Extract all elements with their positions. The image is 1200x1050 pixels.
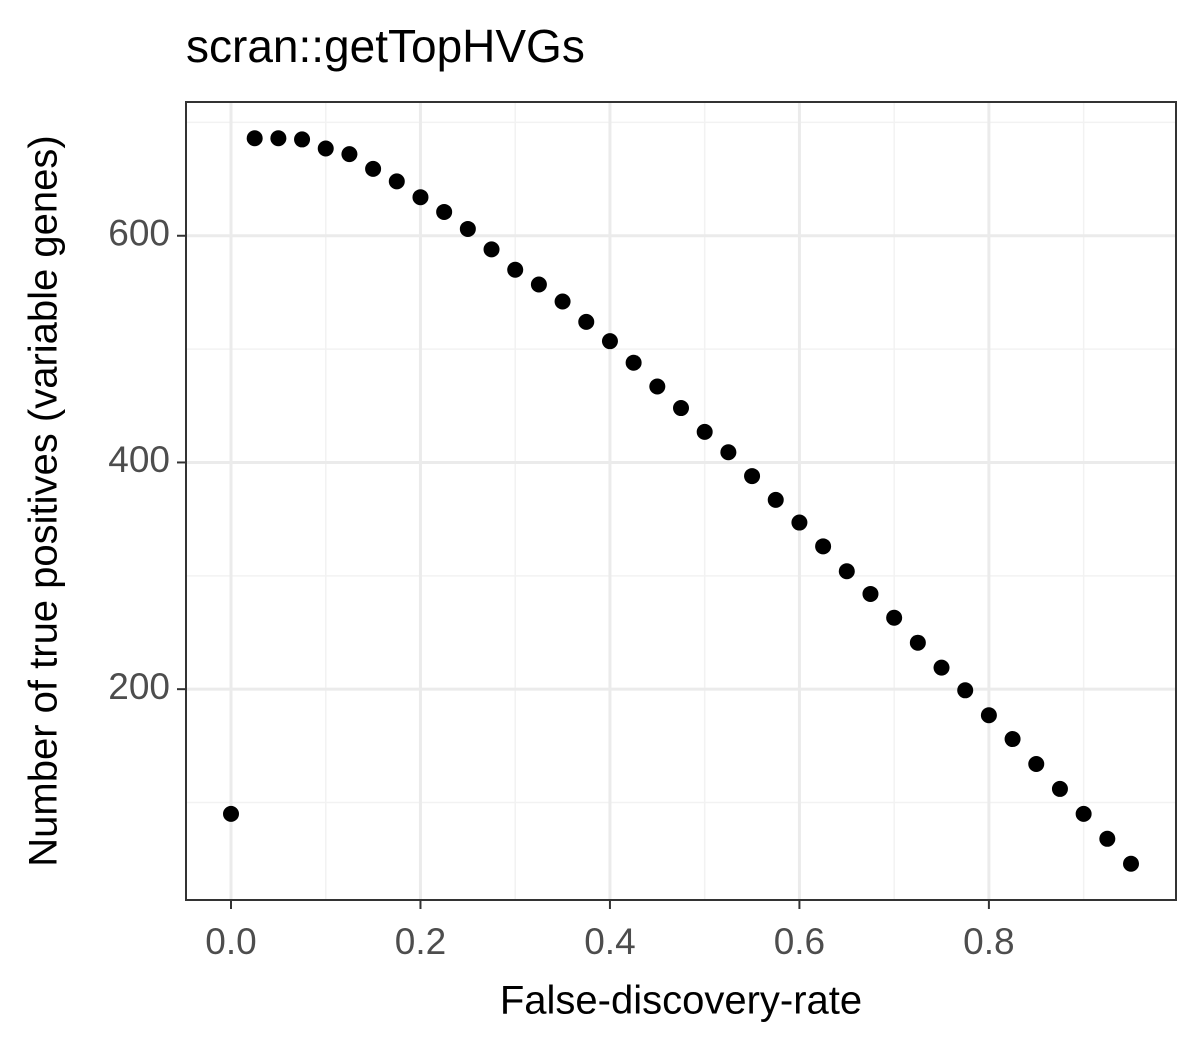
point: [980, 707, 997, 724]
y-tick-label: 400: [108, 439, 170, 480]
point: [317, 140, 334, 157]
point: [933, 659, 950, 676]
x-tick-label: 0.4: [584, 921, 635, 962]
point: [791, 514, 808, 531]
point: [1123, 855, 1139, 872]
point: [223, 805, 239, 822]
point: [530, 276, 547, 293]
point: [554, 293, 571, 310]
point: [507, 261, 524, 278]
point: [625, 354, 642, 371]
point: [815, 538, 832, 555]
x-tick-label: 0.8: [963, 921, 1014, 962]
x-tick-label: 0.2: [395, 921, 446, 962]
point: [838, 563, 855, 580]
point: [601, 333, 618, 350]
point: [578, 313, 595, 330]
point: [1075, 805, 1092, 822]
point: [483, 241, 500, 258]
point: [341, 146, 358, 163]
point: [412, 189, 429, 206]
point: [696, 423, 713, 440]
panel-border: [185, 101, 1177, 901]
point: [1051, 780, 1068, 797]
point: [246, 130, 263, 147]
chart-title: scran::getTopHVGs: [186, 20, 585, 72]
point: [744, 468, 761, 485]
y-tick-label: 600: [108, 213, 170, 254]
point: [862, 585, 879, 602]
point: [436, 203, 453, 220]
point: [957, 682, 974, 699]
point: [909, 634, 926, 651]
point: [673, 400, 689, 417]
point: [270, 130, 287, 147]
point: [649, 378, 666, 395]
point: [1028, 755, 1045, 772]
x-tick-label: 0.6: [774, 921, 825, 962]
point: [886, 609, 903, 626]
point: [1099, 830, 1116, 847]
y-axis-title: Number of true positives (variable genes…: [22, 135, 66, 866]
x-tick-label: 0.0: [205, 921, 256, 962]
point: [294, 131, 311, 148]
x-axis-title: False-discovery-rate: [500, 979, 862, 1023]
point: [365, 160, 382, 177]
point: [459, 220, 476, 237]
point: [388, 173, 405, 190]
y-tick-label: 200: [108, 666, 170, 707]
point: [720, 444, 737, 461]
point: [1004, 731, 1021, 748]
point: [767, 491, 784, 508]
